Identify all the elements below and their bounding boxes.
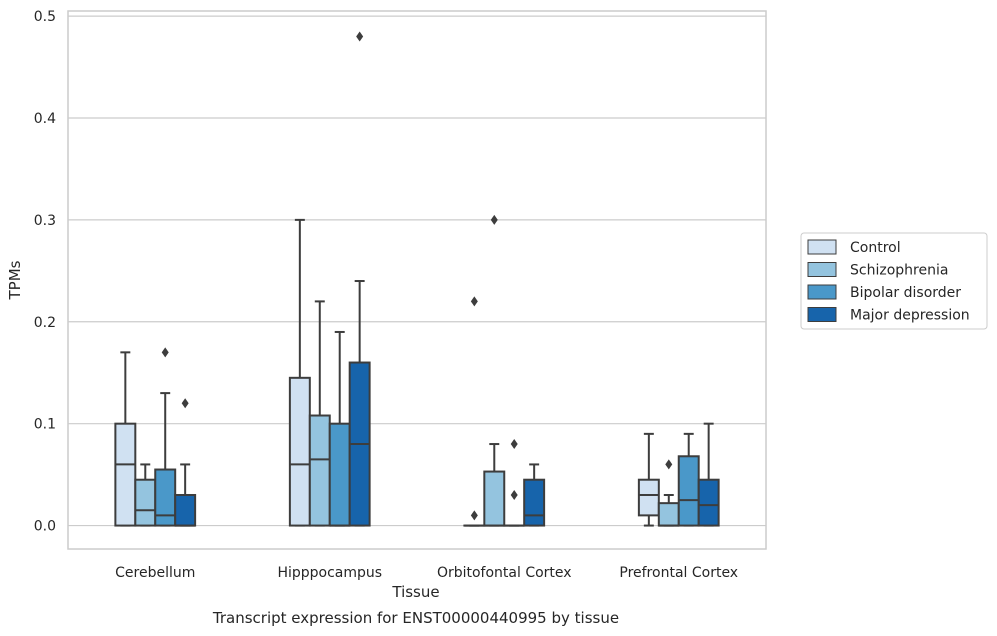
box [463, 296, 486, 527]
box-iqr [154, 468, 177, 527]
box-iqr [523, 478, 546, 527]
gridlines [68, 15, 766, 527]
box [288, 218, 311, 527]
box [174, 398, 197, 527]
legend-frame [800, 232, 988, 330]
box-iqr [134, 478, 157, 527]
y-tick-label: 0.3 [34, 213, 56, 229]
box [348, 31, 371, 527]
outlier-point [470, 510, 478, 521]
box-iqr [174, 493, 197, 527]
legend-swatch [807, 239, 837, 255]
box-iqr [677, 455, 700, 527]
box-iqr [697, 478, 720, 527]
x-tick-label: Prefrontal Cortex [619, 565, 738, 581]
legend-swatch [807, 307, 837, 322]
box [523, 463, 546, 527]
y-tick-label: 0.5 [34, 9, 56, 25]
plot-frame [67, 10, 767, 550]
outlier-point [470, 296, 478, 307]
box-iqr [328, 422, 351, 527]
legend-swatch [807, 284, 837, 300]
y-tick-label: 0.2 [34, 315, 56, 331]
x-tick-labels: Cerebellum Hipppocampus Orbitofontal Corte… [115, 565, 738, 581]
box-iqr [483, 470, 506, 527]
box [328, 330, 351, 527]
legend-label: Major depression [850, 308, 970, 324]
box [677, 432, 700, 527]
outlier-point [510, 489, 518, 500]
outlier-point [490, 214, 498, 225]
box-iqr [288, 376, 311, 527]
box-iqr [308, 414, 331, 527]
outlier-point [665, 459, 673, 470]
legend: Control Schizophrenia Bipolar disorder Majo… [800, 232, 988, 330]
legend-label: Schizophrenia [850, 263, 948, 279]
outlier-point [356, 31, 364, 42]
chart-caption: Transcript expression for ENST0000044099… [212, 609, 619, 627]
box [114, 351, 137, 527]
y-tick-label: 0.1 [34, 417, 56, 433]
x-tick-label: Hipppocampus [277, 565, 382, 581]
outlier-point [181, 398, 189, 409]
legend-label: Bipolar disorder [850, 285, 961, 301]
outlier-point [161, 347, 169, 358]
y-tick-label: 0.0 [34, 519, 56, 535]
box [657, 459, 680, 527]
outlier-point [510, 439, 518, 450]
box [308, 300, 331, 527]
box [637, 432, 660, 527]
box-iqr [637, 478, 660, 517]
x-tick-label: Cerebellum [115, 565, 195, 581]
box [697, 422, 720, 527]
box-iqr [657, 502, 680, 527]
legend-label: Control [850, 240, 901, 256]
box [483, 214, 506, 527]
y-tick-labels: 0.0 0.1 0.2 0.3 0.4 0.5 [34, 9, 56, 534]
box-iqr [114, 422, 137, 527]
box [503, 439, 526, 527]
x-tick-label: Orbitofontal Cortex [437, 565, 572, 581]
box-groups [114, 31, 720, 527]
legend-swatch [807, 262, 837, 277]
x-axis-title: Tissue [391, 583, 439, 601]
box [134, 463, 157, 527]
y-axis-title: TPMs [6, 260, 24, 300]
box [154, 347, 177, 527]
y-tick-label: 0.4 [34, 111, 56, 127]
